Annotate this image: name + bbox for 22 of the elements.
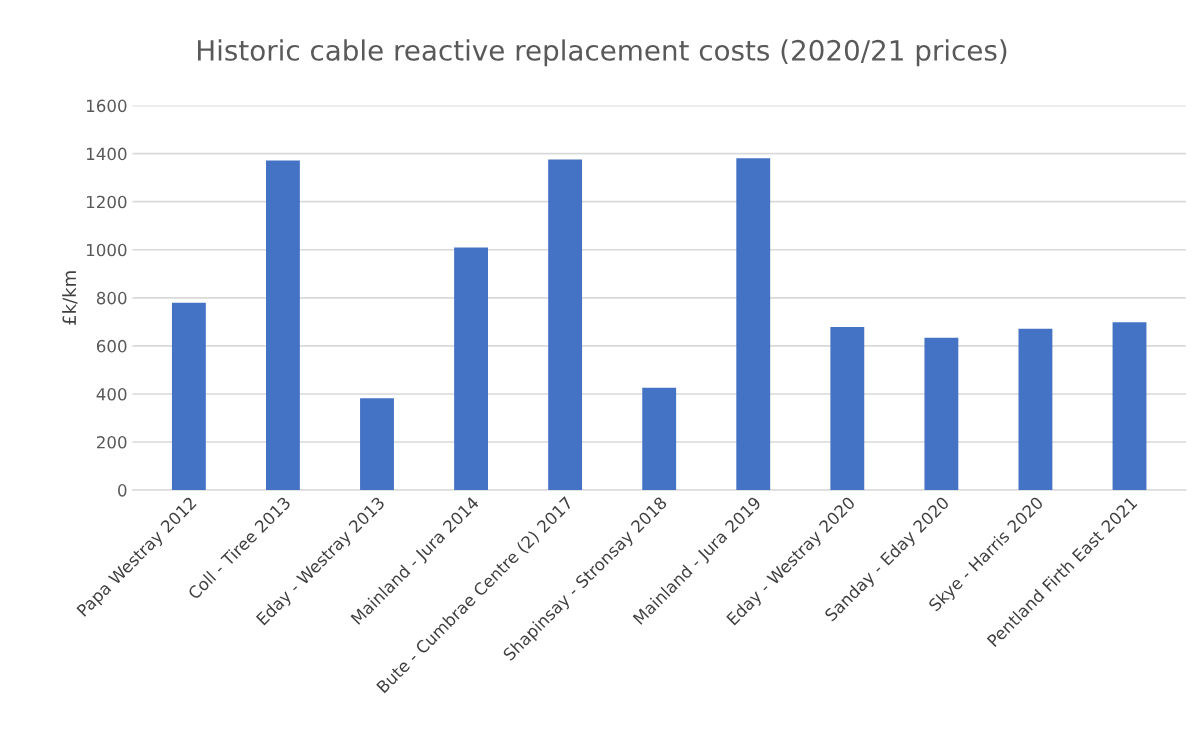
y-tick-label: 1400 — [86, 147, 127, 161]
bar — [548, 159, 583, 491]
y-tick-label: 800 — [96, 291, 127, 305]
bar — [924, 337, 959, 491]
bar — [642, 387, 677, 491]
y-tick-label: 1600 — [86, 99, 127, 113]
bar — [360, 398, 394, 491]
y-tick-label: 400 — [96, 387, 127, 401]
bar — [171, 302, 206, 491]
y-tick-label: 600 — [96, 339, 127, 353]
y-tick-label: 1000 — [86, 243, 127, 257]
bar — [830, 326, 865, 491]
y-tick-label: 1200 — [86, 195, 127, 209]
y-tick-label: 0 — [118, 484, 127, 497]
bar — [1018, 328, 1053, 491]
bar — [736, 158, 771, 491]
y-axis-title: £k/km — [62, 271, 78, 325]
bar — [454, 247, 488, 491]
chart-title: Historic cable reactive replacement costs (2020/21 prices) — [198, 39, 1007, 67]
bar — [266, 160, 300, 491]
y-tick-label: 200 — [96, 435, 127, 449]
bar — [1112, 322, 1147, 491]
